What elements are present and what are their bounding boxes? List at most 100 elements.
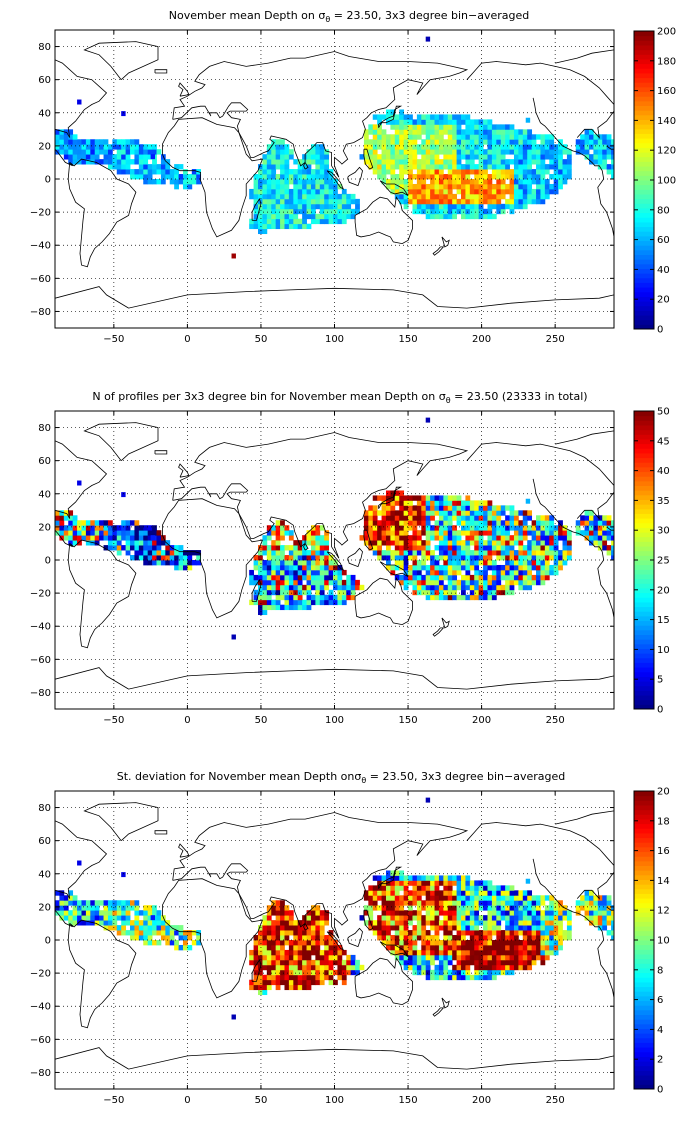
heatmap-cell <box>310 149 316 155</box>
heatmap-cell <box>394 114 400 120</box>
heatmap-cell <box>452 213 457 220</box>
heatmap-cell <box>152 905 157 911</box>
heatmap-cell <box>284 555 290 561</box>
heatmap-cell <box>394 564 400 571</box>
heatmap-cell <box>385 910 391 916</box>
heatmap-cell <box>63 510 69 516</box>
heatmap-cell <box>527 564 533 571</box>
heatmap-cell <box>271 174 277 180</box>
panel-3-title: St. deviation for November mean Depth on… <box>117 770 566 785</box>
heatmap-cell <box>412 954 418 961</box>
heatmap-cell <box>461 574 466 581</box>
heatmap-cell <box>381 164 387 170</box>
heatmap-cell <box>540 134 546 140</box>
colorbar-step <box>634 699 654 705</box>
heatmap-cell <box>425 545 431 551</box>
heatmap-cell <box>416 179 422 185</box>
heatmap-cell <box>284 164 290 170</box>
heatmap-cell <box>527 555 533 561</box>
heatmap-cell <box>416 885 422 891</box>
heatmap-cell <box>288 940 294 946</box>
heatmap-cell <box>363 895 369 901</box>
heatmap-cell <box>310 979 316 986</box>
heatmap-cell <box>187 174 193 180</box>
heatmap-cell <box>425 940 431 946</box>
coastline <box>251 578 262 602</box>
heatmap-cell <box>478 569 484 576</box>
heatmap-cell <box>500 949 506 956</box>
heatmap-cell <box>438 535 444 541</box>
heatmap-cell <box>253 969 259 976</box>
heatmap-cell <box>461 164 466 170</box>
heatmap-cell <box>266 149 272 155</box>
heatmap-cell <box>496 930 502 936</box>
heatmap-cell <box>328 574 334 581</box>
heatmap-cell <box>121 149 127 155</box>
heatmap-cell <box>324 218 330 225</box>
heatmap-cell <box>408 954 413 961</box>
colorbar-tick-label: 10 <box>657 645 670 656</box>
heatmap-cell <box>258 223 263 230</box>
heatmap-cell <box>399 490 405 496</box>
heatmap-cell <box>355 964 360 971</box>
heatmap-cell <box>452 895 457 901</box>
heatmap-cell <box>430 895 435 901</box>
heatmap-cell <box>297 940 303 946</box>
heatmap-cell <box>434 164 440 170</box>
heatmap-cell <box>558 154 563 160</box>
heatmap-cell <box>500 530 506 536</box>
heatmap-cell <box>85 520 91 526</box>
heatmap-cell <box>465 579 471 586</box>
colorbar-tick-label: 12 <box>657 906 670 917</box>
heatmap-cell <box>385 905 391 911</box>
heatmap-cell <box>408 515 413 521</box>
heatmap-cell <box>249 959 254 966</box>
heatmap-cell <box>372 875 378 881</box>
heatmap-cell <box>130 139 135 145</box>
heatmap-cell <box>513 959 519 966</box>
heatmap-cell <box>522 198 528 205</box>
heatmap-cell <box>399 144 405 150</box>
heatmap-cell <box>377 915 382 921</box>
coastline <box>67 158 137 268</box>
heatmap-cell <box>456 964 462 971</box>
heatmap-cell <box>438 944 444 951</box>
heatmap-cell <box>531 550 537 556</box>
heatmap-cell <box>447 174 453 180</box>
heatmap-cell <box>328 940 334 946</box>
heatmap-cell <box>518 530 524 536</box>
heatmap-cell <box>293 564 299 571</box>
heatmap-cell <box>293 188 299 195</box>
heatmap-cell <box>319 920 325 926</box>
colorbar-step <box>634 35 654 41</box>
coastline <box>172 432 469 559</box>
heatmap-cell <box>505 124 510 130</box>
heatmap-cell <box>474 560 480 566</box>
heatmap-cell <box>174 174 179 180</box>
heatmap-cell <box>518 545 524 551</box>
heatmap-cell <box>518 569 524 576</box>
heatmap-cell <box>275 550 281 556</box>
heatmap-cell <box>90 144 96 150</box>
colorbar-step <box>634 963 654 969</box>
heatmap-cell <box>346 969 352 976</box>
heatmap-cell <box>399 875 405 881</box>
heatmap-cell <box>297 935 303 941</box>
heatmap-cell <box>487 905 493 911</box>
heatmap-cell <box>156 560 162 566</box>
heatmap-cell <box>134 905 140 911</box>
heatmap-cell <box>363 540 369 546</box>
heatmap-cell <box>125 905 131 911</box>
heatmap-cell <box>280 974 285 981</box>
heatmap-cell <box>381 540 387 546</box>
heatmap-cell <box>474 940 480 946</box>
heatmap-cell <box>496 159 502 165</box>
heatmap-cell <box>509 885 515 891</box>
colorbar-step <box>634 1009 654 1015</box>
heatmap-cell <box>430 183 435 190</box>
heatmap-cell <box>372 515 378 521</box>
heatmap-cell <box>390 169 396 175</box>
heatmap-cell <box>315 974 321 981</box>
heatmap-cell <box>465 900 471 906</box>
heatmap-cell <box>505 149 510 155</box>
